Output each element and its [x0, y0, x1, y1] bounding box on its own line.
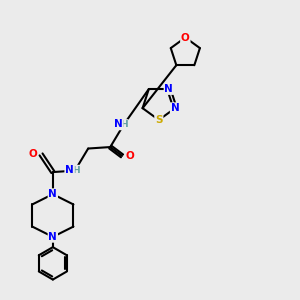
- Text: N: N: [164, 84, 173, 94]
- Text: S: S: [155, 115, 163, 125]
- Text: N: N: [65, 165, 74, 175]
- Text: N: N: [49, 189, 57, 199]
- Text: H: H: [72, 166, 79, 175]
- Text: O: O: [28, 149, 37, 159]
- Text: O: O: [181, 32, 190, 43]
- Text: O: O: [126, 151, 135, 161]
- Text: N: N: [49, 232, 57, 242]
- Text: N: N: [171, 103, 179, 113]
- Text: H: H: [120, 120, 128, 129]
- Text: N: N: [114, 119, 123, 129]
